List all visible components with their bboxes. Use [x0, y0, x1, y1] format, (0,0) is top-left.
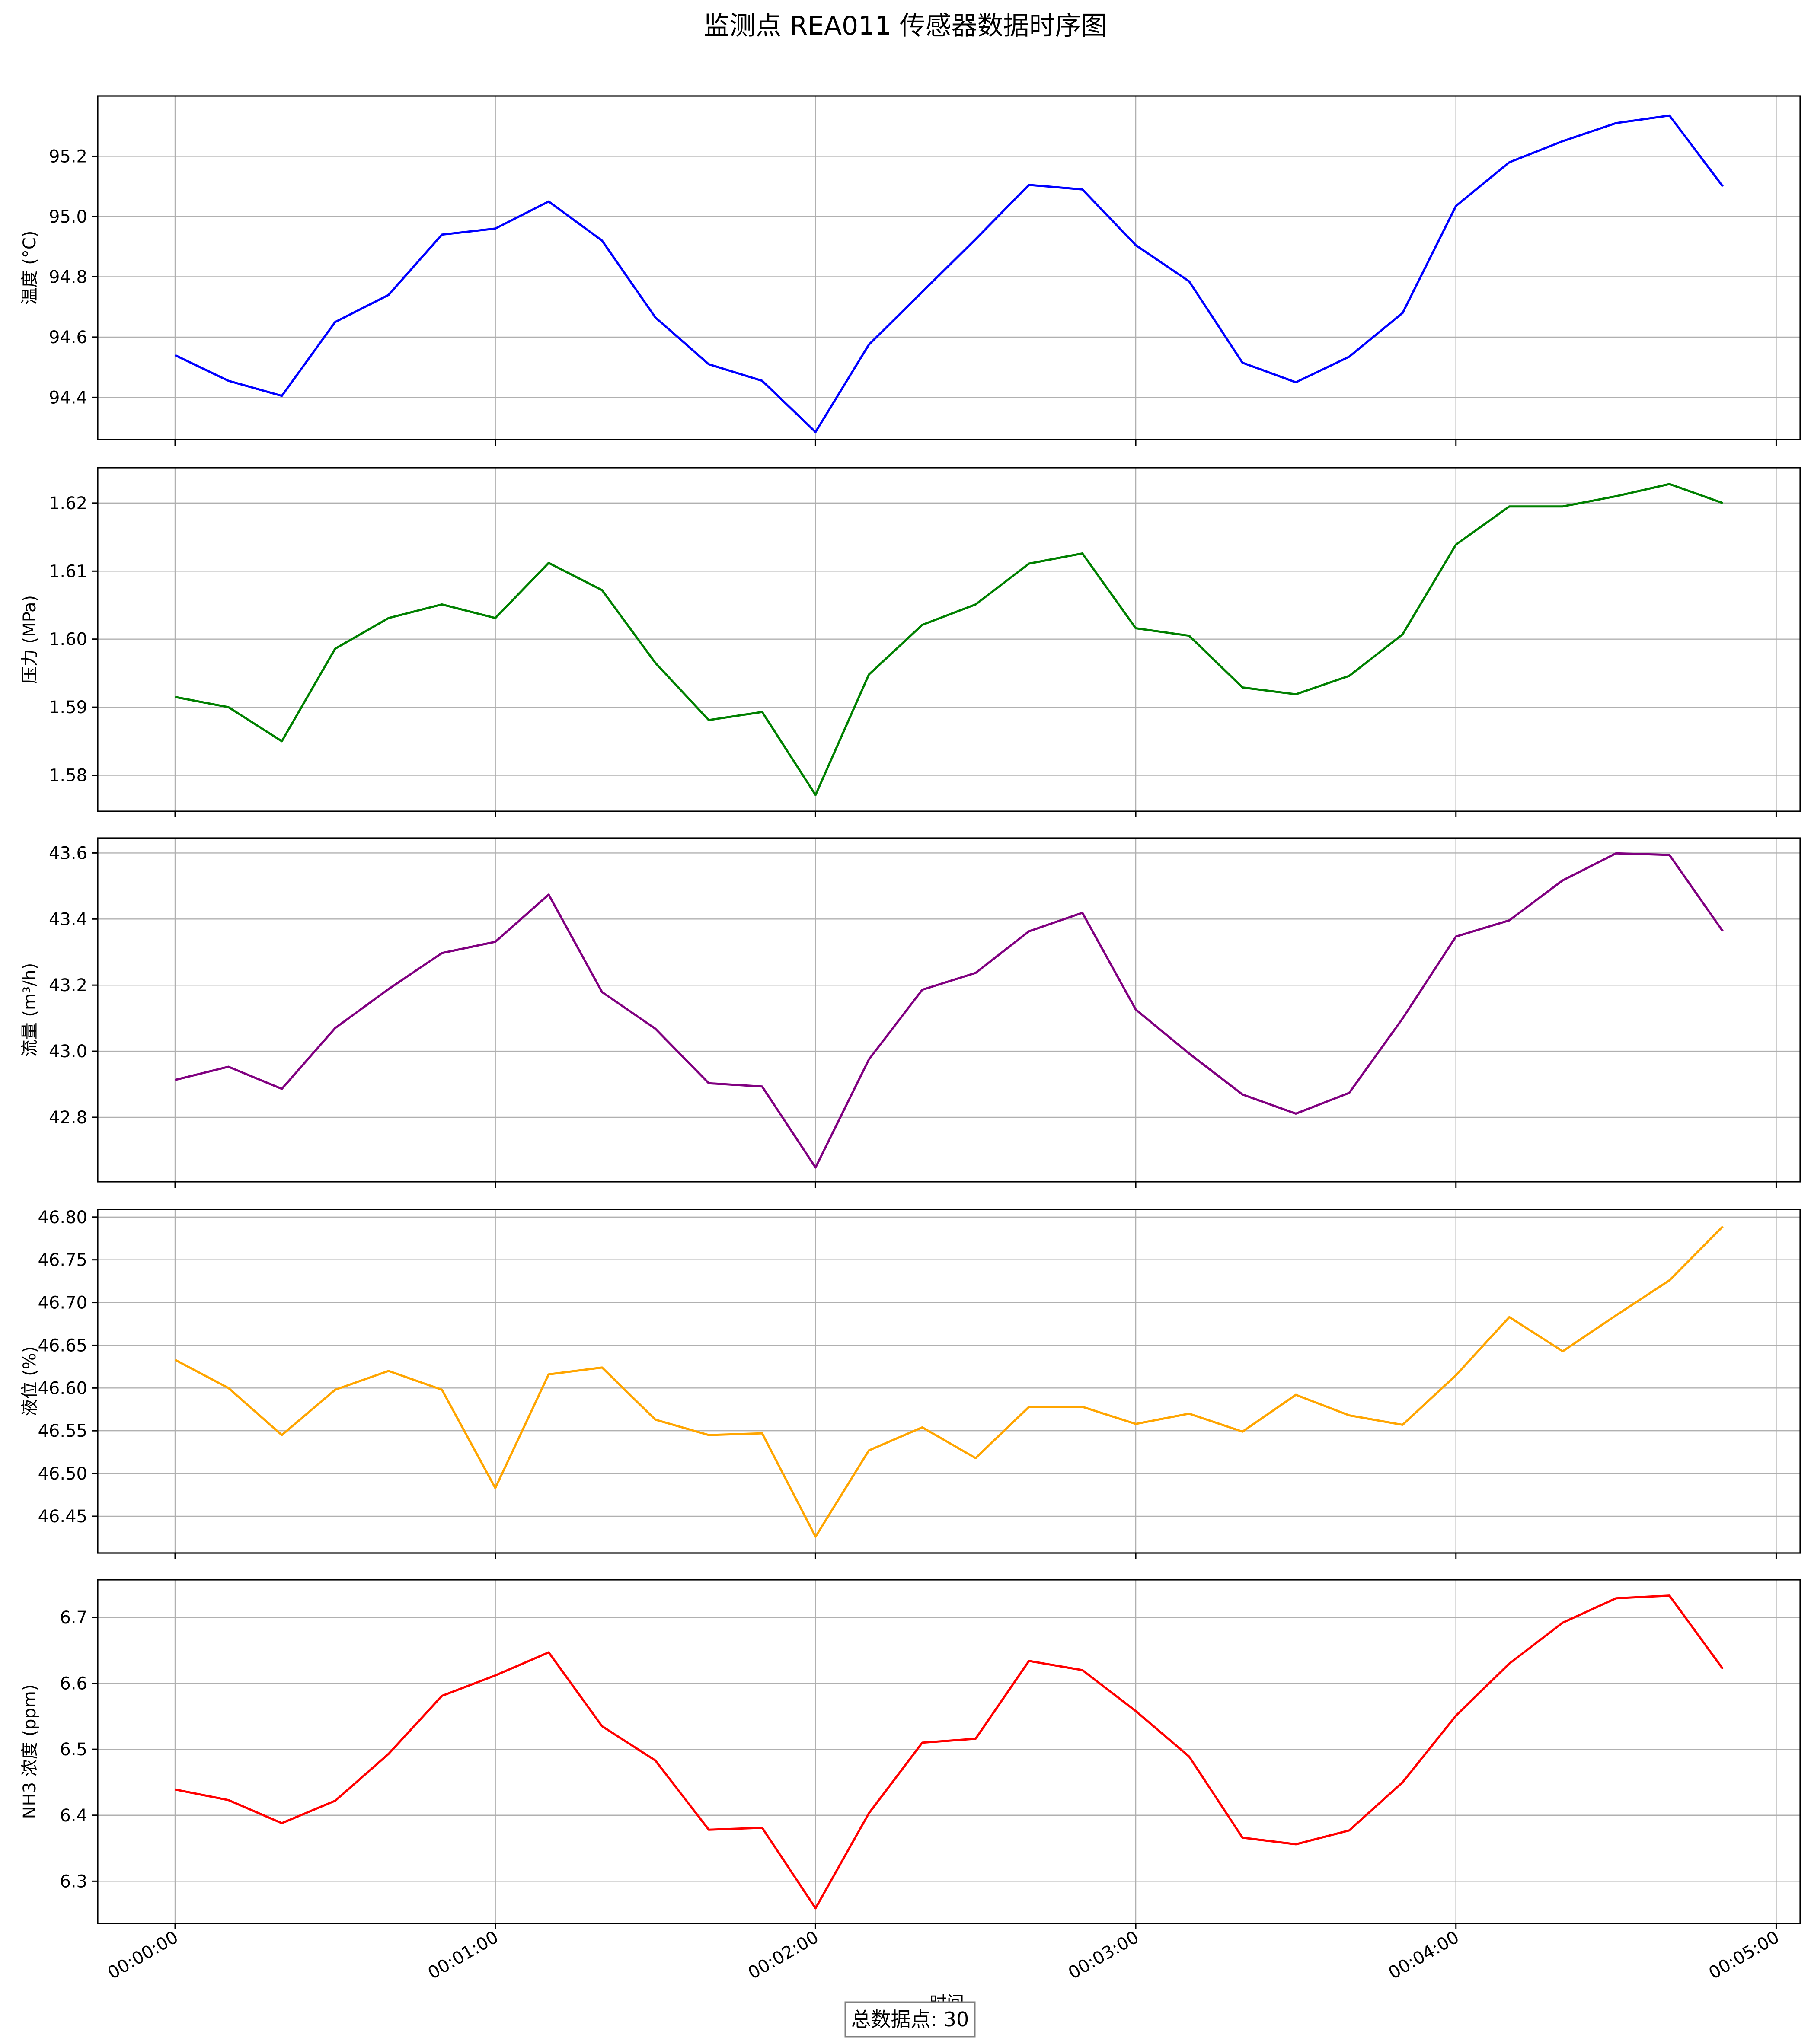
- subplot-1: 94.4 94.6 94.8 95.0 95.2 温度 (°C): [20, 95, 1801, 446]
- y-tick-label: 1.62: [49, 494, 87, 513]
- plot-frame: [97, 837, 1801, 1183]
- series-line: [174, 114, 1724, 434]
- y-tick-label: 6.6: [60, 1674, 87, 1694]
- subplot-5: 6.3 6.4 6.5 6.6 6.7 NH3 浓度 (ppm): [20, 1579, 1801, 1929]
- y-tick-label: 6.5: [60, 1740, 87, 1760]
- subplot-2: 1.58 1.59 1.60 1.61 1.62 压力 (MPa): [20, 467, 1801, 817]
- footer-box: 总数据点: 30: [844, 2001, 976, 2038]
- y-tick-label: 46.55: [38, 1421, 87, 1441]
- y-tick-label: 94.6: [49, 328, 87, 348]
- subplot-3: 42.8 43.0 43.2 43.4 43.6 流量 (m³/h): [20, 837, 1801, 1188]
- y-tick-label: 94.4: [49, 388, 87, 408]
- y-tick-label: 42.8: [49, 1108, 87, 1128]
- y-tick-label: 46.80: [38, 1208, 87, 1228]
- y-tick-label: 46.60: [38, 1378, 87, 1398]
- series-line: [174, 1225, 1724, 1538]
- series-line: [175, 852, 1724, 1169]
- series-line: [175, 1594, 1724, 1910]
- series-line: [175, 483, 1723, 796]
- figure-title: 监测点 REA011 传感器数据时序图: [703, 11, 1107, 41]
- y-axis-label: 温度 (°C): [20, 231, 40, 305]
- y-tick-label: 46.45: [38, 1507, 87, 1527]
- subplot-4: 46.45 46.50 46.55 46.60 46.65 46.70 46.75 46.80…: [20, 1208, 1801, 1559]
- y-axis-label: 液位 (%): [20, 1346, 40, 1416]
- plot-frame: [97, 1579, 1801, 1924]
- y-tick-label: 1.61: [49, 561, 87, 581]
- y-tick-label: 43.6: [49, 843, 87, 863]
- y-tick-label: 94.8: [49, 267, 87, 287]
- y-axis-label: 流量 (m³/h): [20, 963, 40, 1057]
- y-tick-label: 1.60: [49, 630, 87, 650]
- y-tick-label: 6.3: [60, 1872, 87, 1891]
- y-tick-label: 6.7: [60, 1608, 87, 1628]
- y-tick-label: 6.4: [60, 1806, 87, 1826]
- y-tick-label: 46.65: [38, 1336, 87, 1355]
- y-tick-label: 95.0: [49, 207, 87, 227]
- footer-frame: [844, 2001, 976, 2038]
- y-tick-label: 1.59: [49, 698, 87, 717]
- y-tick-label: 43.2: [49, 976, 87, 995]
- subplot-panels: 94.494.694.895.095.2温度 (°C)1.581.591.601…: [20, 95, 1801, 1929]
- y-axis-label: 压力 (MPa): [20, 595, 40, 684]
- total-points-label: 总数据点: 30: [851, 2008, 969, 2031]
- plot-frame: [97, 1209, 1801, 1554]
- y-tick-label: 43.0: [49, 1042, 87, 1062]
- y-tick-label: 46.50: [38, 1464, 87, 1484]
- plot-frame: [97, 95, 1801, 440]
- y-tick-label: 1.58: [49, 766, 87, 786]
- y-tick-label: 46.75: [38, 1250, 87, 1270]
- y-axis-label: NH3 浓度 (ppm): [20, 1684, 40, 1819]
- y-tick-label: 43.4: [49, 909, 87, 929]
- y-tick-label: 46.70: [38, 1293, 87, 1313]
- y-tick-label: 95.2: [49, 147, 87, 166]
